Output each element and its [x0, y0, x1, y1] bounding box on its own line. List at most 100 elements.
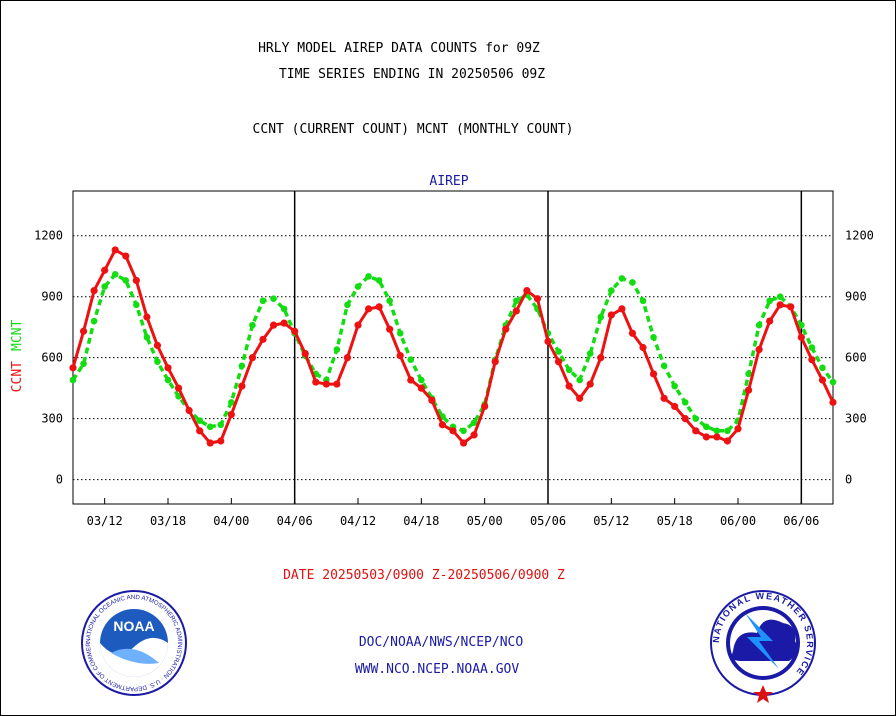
data-point-mcnt — [418, 376, 425, 384]
data-point-ccnt — [280, 319, 288, 327]
data-point-ccnt — [618, 305, 626, 313]
data-point-mcnt — [766, 297, 773, 305]
website-link[interactable]: WWW.NCO.NCEP.NOAA.GOV — [355, 662, 520, 677]
x-tick-label: 05/06 — [530, 514, 566, 528]
data-point-ccnt — [586, 380, 594, 388]
data-point-ccnt — [69, 364, 77, 372]
data-point-ccnt — [217, 437, 225, 445]
data-point-mcnt — [396, 329, 404, 337]
data-point-mcnt — [703, 423, 710, 431]
data-point-ccnt — [364, 305, 373, 313]
x-tick-label: 05/12 — [593, 514, 629, 528]
data-point-ccnt — [649, 370, 658, 378]
data-point-mcnt — [375, 277, 383, 284]
data-point-ccnt — [227, 410, 235, 419]
data-point-ccnt — [206, 439, 214, 447]
data-point-ccnt — [639, 343, 647, 352]
data-point-ccnt — [829, 398, 837, 406]
data-point-mcnt — [270, 295, 277, 303]
data-point-ccnt — [533, 295, 542, 303]
data-point-ccnt — [322, 380, 330, 388]
data-point-mcnt — [407, 356, 415, 363]
data-point-mcnt — [819, 364, 826, 372]
data-point-mcnt — [143, 334, 151, 341]
data-point-ccnt — [248, 354, 257, 362]
y-tick-label-right: 600 — [845, 351, 867, 365]
header-subtitle: TIME SERIES ENDING IN 20250506 09Z — [279, 67, 545, 82]
series-line-ccnt — [71, 247, 835, 446]
y-tick-label-left: 1200 — [34, 229, 63, 243]
data-point-ccnt — [702, 433, 710, 441]
data-point-ccnt — [512, 307, 520, 315]
data-point-ccnt — [428, 396, 436, 404]
data-point-ccnt — [681, 415, 689, 423]
data-point-ccnt — [301, 349, 309, 358]
data-point-mcnt — [365, 273, 372, 280]
data-point-ccnt — [269, 321, 278, 329]
data-point-mcnt — [713, 427, 721, 435]
y-tick-label-left: 300 — [41, 412, 63, 426]
data-point-mcnt — [629, 279, 636, 286]
data-point-ccnt — [766, 317, 774, 325]
data-point-ccnt — [607, 311, 615, 319]
data-point-mcnt — [576, 376, 583, 384]
data-point-ccnt — [90, 286, 98, 295]
data-point-ccnt — [692, 427, 700, 435]
data-point-ccnt — [196, 427, 204, 435]
data-point-mcnt — [196, 417, 203, 424]
data-point-ccnt — [671, 402, 679, 411]
data-point-mcnt — [333, 346, 341, 353]
data-point-ccnt — [174, 384, 183, 392]
nws-logo: NATIONAL WEATHER SERVICE — [710, 590, 816, 703]
data-point-mcnt — [660, 362, 668, 370]
data-point-mcnt — [513, 297, 520, 305]
x-tick-label: 03/12 — [87, 514, 123, 528]
data-point-mcnt — [164, 376, 172, 384]
data-point-ccnt — [449, 427, 457, 435]
data-point-ccnt — [523, 286, 531, 295]
data-point-mcnt — [133, 301, 140, 309]
data-point-ccnt — [797, 333, 805, 341]
y-ticks-left: 0 300 600 900 1200 — [34, 229, 63, 487]
data-point-mcnt — [681, 399, 689, 406]
data-point-mcnt — [154, 358, 161, 366]
x-tick-label: 04/06 — [277, 514, 313, 528]
data-point-ccnt — [628, 329, 637, 337]
data-point-mcnt — [259, 297, 267, 305]
y-tick-label-right: 300 — [845, 412, 867, 426]
data-point-ccnt — [713, 433, 721, 441]
data-point-mcnt — [798, 321, 805, 329]
data-point-ccnt — [544, 337, 552, 346]
header-title: HRLY MODEL AIREP DATA COUNTS for 09Z — [258, 41, 540, 56]
data-point-ccnt — [808, 356, 816, 364]
y-tick-label-right: 900 — [845, 290, 867, 304]
data-point-mcnt — [776, 293, 784, 300]
data-point-ccnt — [396, 352, 404, 360]
data-point-ccnt — [386, 325, 394, 333]
org-text: DOC/NOAA/NWS/NCEP/NCO — [359, 635, 524, 650]
data-point-ccnt — [818, 376, 827, 384]
x-tick-label: 06/00 — [720, 514, 756, 528]
x-tick-label: 06/06 — [783, 514, 819, 528]
data-point-ccnt — [343, 354, 352, 362]
data-point-mcnt — [586, 350, 594, 357]
data-point-ccnt — [576, 394, 584, 402]
data-point-mcnt — [639, 297, 647, 305]
data-point-ccnt — [122, 252, 130, 260]
y-tick-label-left: 0 — [56, 473, 63, 487]
data-point-ccnt — [259, 335, 267, 343]
x-ticks: 03/12 03/18 04/00 04/06 04/12 04/18 05/00 05/06… — [87, 498, 819, 528]
data-point-mcnt — [354, 283, 362, 290]
data-point-mcnt — [249, 321, 256, 329]
data-point-mcnt — [90, 317, 98, 325]
date-range-text: DATE 20250503/0900 Z-20250506/0900 Z — [283, 568, 565, 583]
noaa-logo-text: NOAA — [113, 618, 154, 634]
series-group — [69, 246, 837, 447]
data-point-ccnt — [660, 394, 668, 402]
data-point-ccnt — [459, 439, 468, 447]
data-point-mcnt — [597, 313, 605, 321]
data-point-mcnt — [460, 427, 467, 435]
y-tick-label-left: 600 — [41, 351, 63, 365]
data-point-mcnt — [386, 297, 393, 305]
